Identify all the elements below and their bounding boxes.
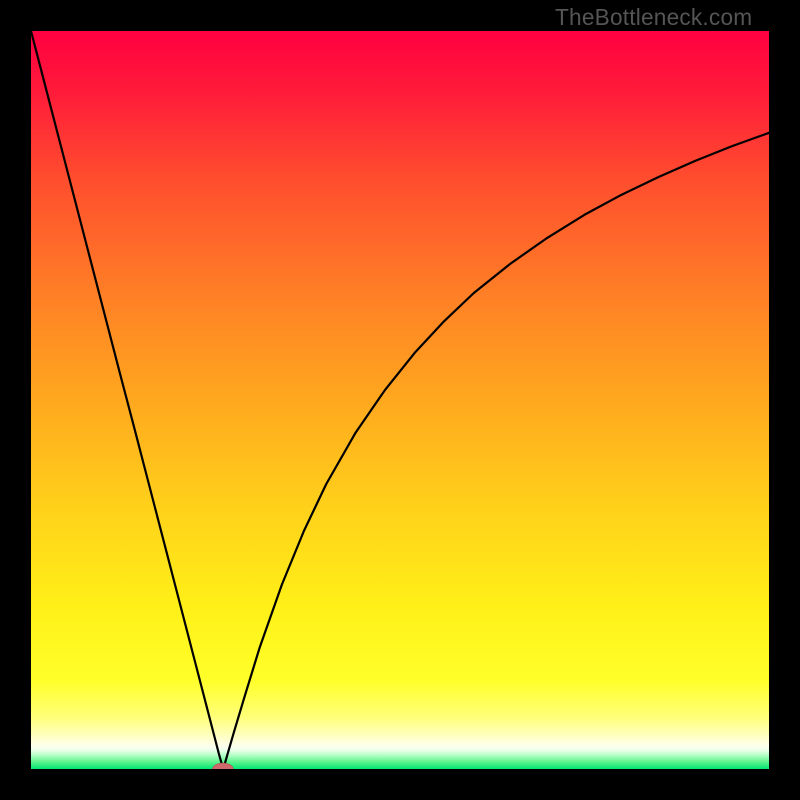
plot-area: [31, 31, 769, 769]
gradient-background: [31, 31, 769, 769]
chart-svg: [31, 31, 769, 769]
watermark-text: TheBottleneck.com: [555, 4, 752, 31]
chart-stage: TheBottleneck.com: [0, 0, 800, 800]
